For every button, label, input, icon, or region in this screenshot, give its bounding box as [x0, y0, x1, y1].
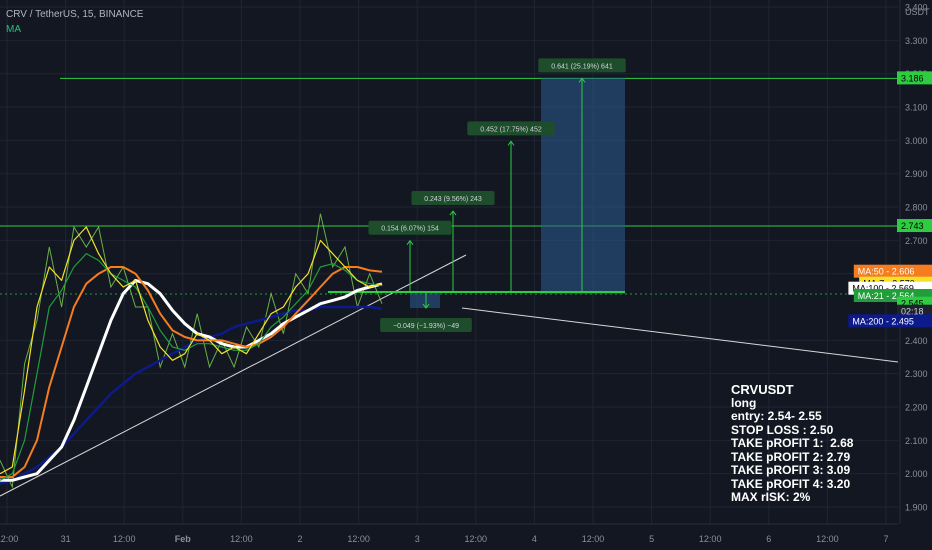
x-tick-label: 12:00 — [230, 534, 253, 544]
measure-label-bg — [467, 121, 555, 136]
measure-arrowhead — [406, 239, 414, 245]
x-tick-label: 12:00 — [347, 534, 370, 544]
time-axis[interactable]: 12:00 31 12:00 Feb 12:00 2 12:00 3 12:00 4 12:00 5 1… — [0, 523, 898, 544]
measure-label: 0.641 (25.19%) 641 — [551, 63, 613, 70]
measure-arrowhead — [578, 77, 586, 83]
currency-label: USDT — [905, 7, 930, 17]
y-tick-label: 2.000 — [905, 469, 928, 479]
y-tick-label: 2.200 — [905, 403, 928, 413]
price-marker-label: 3.186 — [901, 73, 924, 83]
y-tick-label: 2.900 — [905, 169, 928, 179]
ma-line-ma21 — [0, 253, 383, 481]
x-tick-label: 31 — [61, 534, 71, 544]
note-line: entry: 2.54- 2.55 — [731, 409, 822, 423]
y-tick-label: 2.800 — [905, 203, 928, 213]
x-tick-label: 6 — [766, 534, 771, 544]
price-marker-bg — [853, 264, 932, 278]
measure-label: −0.049 (−1.93%) −49 — [393, 323, 459, 330]
measure-arrowhead — [507, 140, 515, 146]
price-marker-bg — [897, 71, 932, 85]
ma-line-ma200 — [0, 305, 383, 485]
x-tick-label: 12:00 — [113, 534, 136, 544]
measure-label-bg — [368, 220, 452, 235]
y-tick-label: 2.400 — [905, 336, 928, 346]
note-line: MAX rISK: 2% — [731, 490, 811, 504]
indicator-label[interactable]: MA — [6, 24, 21, 35]
measurement-tools: 0.154 (6.07%) 154 0.243 (9.56%) 243 0.452 … — [368, 58, 626, 332]
note-title: CRVUSDT — [731, 382, 794, 397]
y-tick-label: 2.700 — [905, 236, 928, 246]
price-marker-bg — [848, 314, 932, 328]
horizontal-levels — [0, 77, 898, 295]
x-tick-label: Feb — [175, 534, 192, 544]
measure-arrowhead — [449, 210, 457, 216]
ma-line-ma7 — [0, 226, 383, 475]
trade-note: CRVUSDT long entry: 2.54- 2.55 STOP LOSS… — [731, 383, 853, 505]
symbol-title[interactable]: CRV / TetherUS, 15, BINANCE — [6, 9, 144, 20]
price-marker-label: 2.545 — [901, 299, 924, 309]
x-tick-label: 2 — [297, 534, 302, 544]
price-series-line — [0, 213, 383, 489]
x-tick-label: 12:00 — [816, 534, 839, 544]
x-tick-label: 12:00 — [465, 534, 488, 544]
measure-label-bg — [411, 191, 495, 206]
moving-averages — [0, 213, 383, 489]
measure-label: 0.154 (6.07%) 154 — [381, 226, 439, 233]
y-tick-label: 3.100 — [905, 103, 928, 113]
note-line: long — [731, 395, 757, 410]
measure-label-bg — [380, 318, 472, 332]
y-tick-label: 2.100 — [905, 436, 928, 446]
price-marker-label: 2.743 — [901, 221, 924, 231]
measure-label: 0.452 (17.75%) 452 — [480, 126, 542, 133]
ma-line-ma100 — [0, 278, 383, 482]
y-tick-label: 3.000 — [905, 136, 928, 146]
ma-line-ma50 — [0, 266, 383, 478]
projection-trendline — [461, 307, 899, 363]
price-marker-bg — [897, 219, 932, 233]
x-tick-label: 5 — [649, 534, 654, 544]
chart-drawings — [0, 78, 899, 497]
x-tick-label: 4 — [532, 534, 537, 544]
stop-zone-box — [410, 292, 440, 308]
note-line: TAKE pROFIT 1: 2.68 — [731, 436, 854, 450]
note-line: STOP LOSS : 2.50 — [731, 422, 834, 437]
note-line: TAKE pROFIT 2: 2.79 — [731, 449, 851, 464]
price-marker-label: MA:200 - 2.495 — [852, 316, 914, 326]
y-tick-label: 1.900 — [905, 503, 928, 513]
measure-label-bg — [538, 58, 626, 73]
price-marker-label: MA:50 - 2.606 — [858, 267, 915, 277]
x-tick-label: 3 — [415, 534, 420, 544]
measure-label: 0.243 (9.56%) 243 — [424, 196, 482, 203]
note-line: TAKE pROFIT 3: 3.09 — [731, 463, 851, 477]
chart-grid — [0, 0, 898, 524]
x-tick-label: 7 — [883, 534, 888, 544]
x-tick-label: 12:00 — [582, 534, 605, 544]
measure-arrowhead — [422, 303, 430, 309]
note-line: TAKE pROFIT 4: 3.20 — [731, 476, 851, 491]
x-tick-label: 12:00 — [0, 534, 18, 544]
price-marker-label: MA:100 - 2.569 — [852, 284, 914, 294]
y-tick-label: 2.300 — [905, 369, 928, 379]
y-tick-label: 3.300 — [905, 36, 928, 46]
support-trendline — [0, 254, 467, 497]
price-marker-label: MA:21 - 2.564 — [858, 291, 915, 301]
y-tick-label: 3.400 — [905, 3, 928, 13]
x-tick-label: 12:00 — [699, 534, 722, 544]
price-marker-label: 02:18 — [901, 307, 924, 317]
target-zone-box — [541, 78, 625, 294]
